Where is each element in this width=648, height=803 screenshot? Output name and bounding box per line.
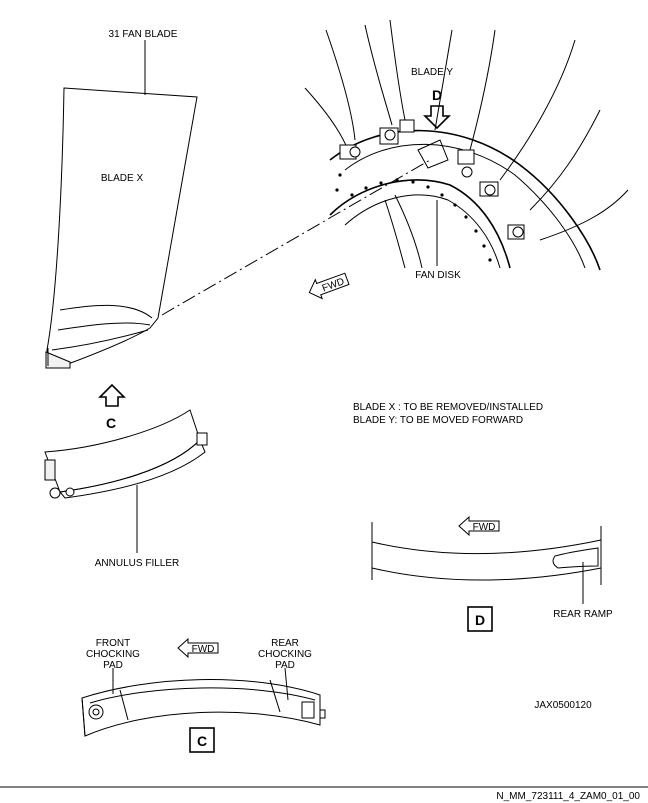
view-d-arrow-icon	[423, 105, 451, 130]
view-c-arrow-icon	[98, 383, 126, 407]
annulus-filler-label: ANNULUS FILLER	[95, 558, 179, 569]
blade-x-label: BLADE X	[101, 173, 144, 184]
view-d-drawing	[371, 522, 602, 585]
fan-disk-label: FAN DISK	[415, 270, 461, 281]
view-d-title: D	[475, 612, 485, 628]
fan-blade-label: 31 FAN BLADE	[109, 29, 178, 40]
annulus-filler-drawing	[44, 409, 208, 499]
view-c-title: C	[197, 733, 207, 749]
blade-x-drawing	[45, 87, 198, 369]
view-c-marker: C	[106, 415, 116, 431]
rear-chocking-pad-label-1: REAR	[271, 638, 299, 649]
rear-chocking-pad-label-3: PAD	[275, 660, 295, 671]
fwd-arrow-icon: FWD	[177, 637, 219, 659]
document-reference: N_MM_723111_4_ZAM0_01_00	[496, 791, 640, 802]
fwd-arrow-icon: FWD	[308, 272, 350, 300]
front-chocking-pad-label-1: FRONT	[96, 638, 130, 649]
rear-chocking-pad-leader	[284, 667, 289, 701]
fwd-arrow-icon: FWD	[458, 515, 500, 537]
view-c-drawing	[81, 679, 326, 737]
fwd-label-view-d: FWD	[473, 522, 496, 533]
fwd-label-view-c: FWD	[192, 644, 215, 655]
install-path-line	[161, 159, 431, 316]
rear-ramp-label: REAR RAMP	[553, 609, 613, 620]
fwd-label-main: FWD	[321, 276, 346, 294]
note-blade-x: BLADE X : TO BE REMOVED/INSTALLED	[353, 402, 543, 413]
view-c-box	[189, 727, 215, 753]
note-blade-y: BLADE Y: TO BE MOVED FORWARD	[353, 415, 523, 426]
rear-chocking-pad-label-2: CHOCKING	[258, 649, 312, 660]
front-chocking-pad-label-2: CHOCKING	[86, 649, 140, 660]
front-chocking-pad-label-3: PAD	[103, 660, 123, 671]
view-d-marker: D	[432, 87, 442, 103]
view-d-box	[467, 606, 493, 632]
blade-y-label: BLADE Y	[411, 67, 453, 78]
figure-reference: JAX0500120	[534, 700, 592, 711]
fan-disk-drawing	[304, 19, 629, 271]
